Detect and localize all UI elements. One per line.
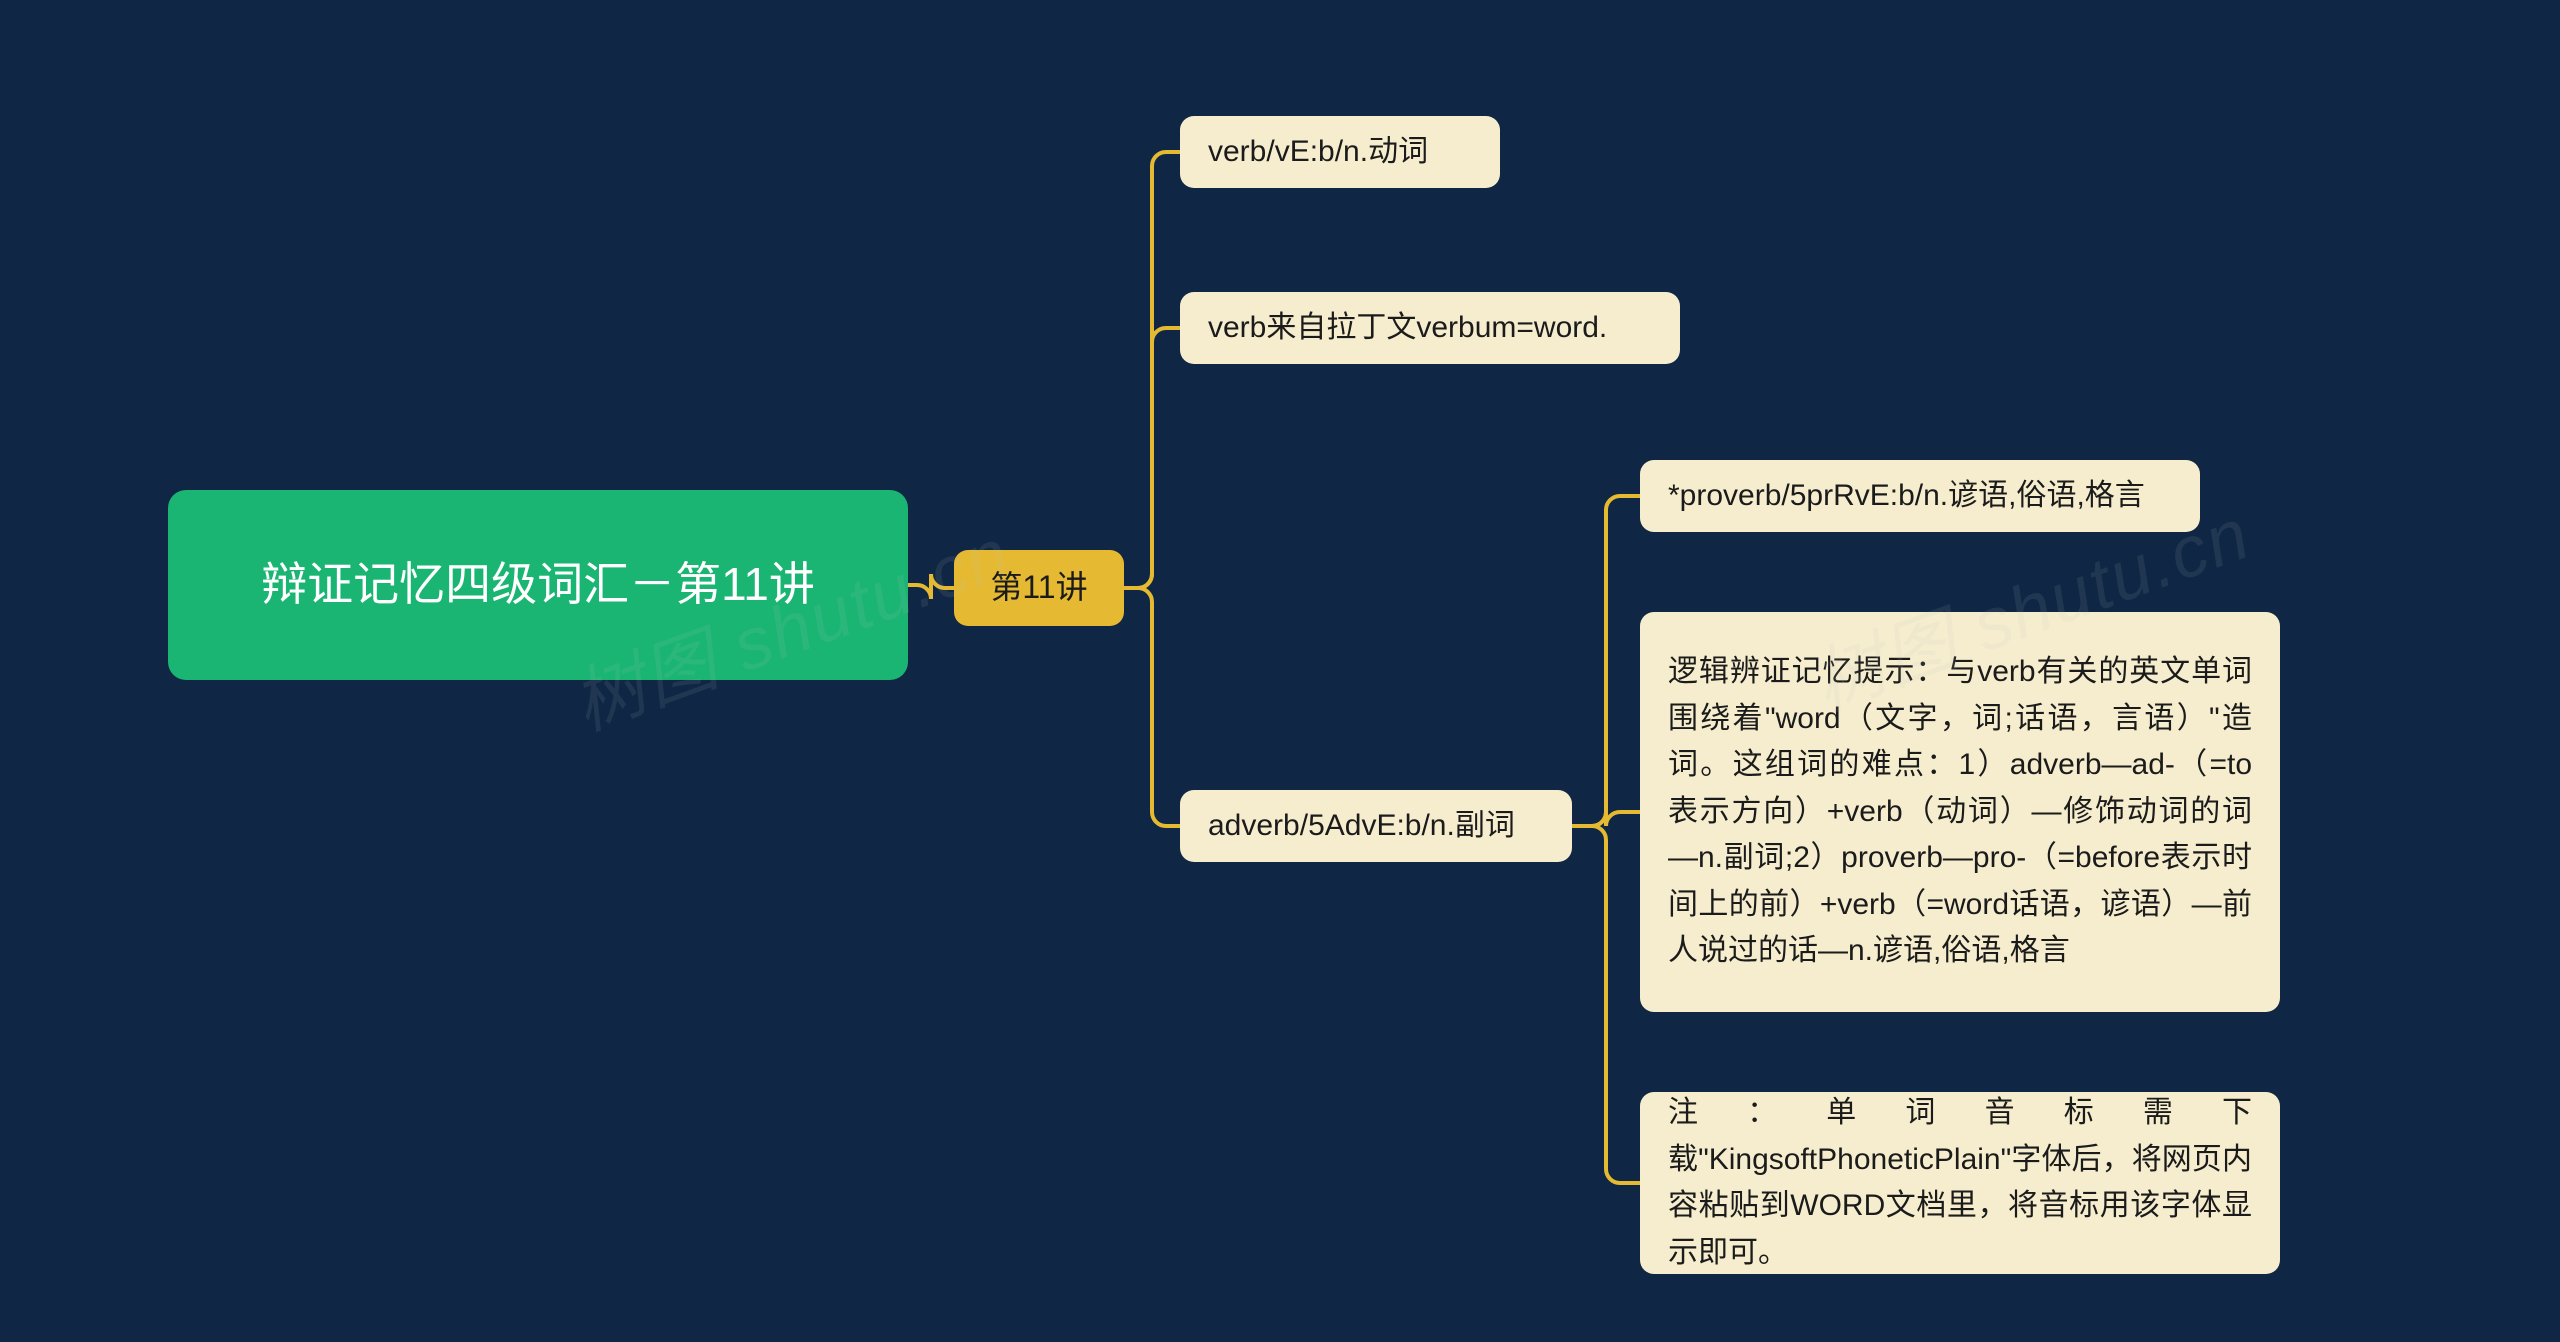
group-label: 第11讲 xyxy=(982,563,1096,613)
leaf-node-verb-origin[interactable]: verb来自拉丁文verbum=word. xyxy=(1180,292,1680,364)
leaf-node-font-note[interactable]: 注：单词音标需下载"KingsoftPhoneticPlain"字体后，将网页内… xyxy=(1640,1092,2280,1274)
root-node[interactable]: 辩证记忆四级词汇－第11讲 xyxy=(168,490,908,680)
leaf-label: 注：单词音标需下载"KingsoftPhoneticPlain"字体后，将网页内… xyxy=(1668,1090,2252,1276)
root-label: 辩证记忆四级词汇－第11讲 xyxy=(196,549,880,620)
leaf-label: *proverb/5prRvE:b/n.谚语,俗语,格言 xyxy=(1668,473,2172,520)
group-node-lesson11[interactable]: 第11讲 xyxy=(954,550,1124,626)
leaf-node-proverb[interactable]: *proverb/5prRvE:b/n.谚语,俗语,格言 xyxy=(1640,460,2200,532)
leaf-label: 逻辑辨证记忆提示：与verb有关的英文单词围绕着"word（文字，词;话语，言语… xyxy=(1668,649,2252,975)
leaf-node-verb[interactable]: verb/vE:b/n.动词 xyxy=(1180,116,1500,188)
leaf-node-adverb[interactable]: adverb/5AdvE:b/n.副词 xyxy=(1180,790,1572,862)
mindmap-canvas: 辩证记忆四级词汇－第11讲 第11讲 verb/vE:b/n.动词 verb来自… xyxy=(0,0,2560,1342)
leaf-label: verb来自拉丁文verbum=word. xyxy=(1208,305,1652,352)
leaf-label: verb/vE:b/n.动词 xyxy=(1208,129,1472,176)
leaf-label: adverb/5AdvE:b/n.副词 xyxy=(1208,803,1544,850)
leaf-node-logic-tip[interactable]: 逻辑辨证记忆提示：与verb有关的英文单词围绕着"word（文字，词;话语，言语… xyxy=(1640,612,2280,1012)
